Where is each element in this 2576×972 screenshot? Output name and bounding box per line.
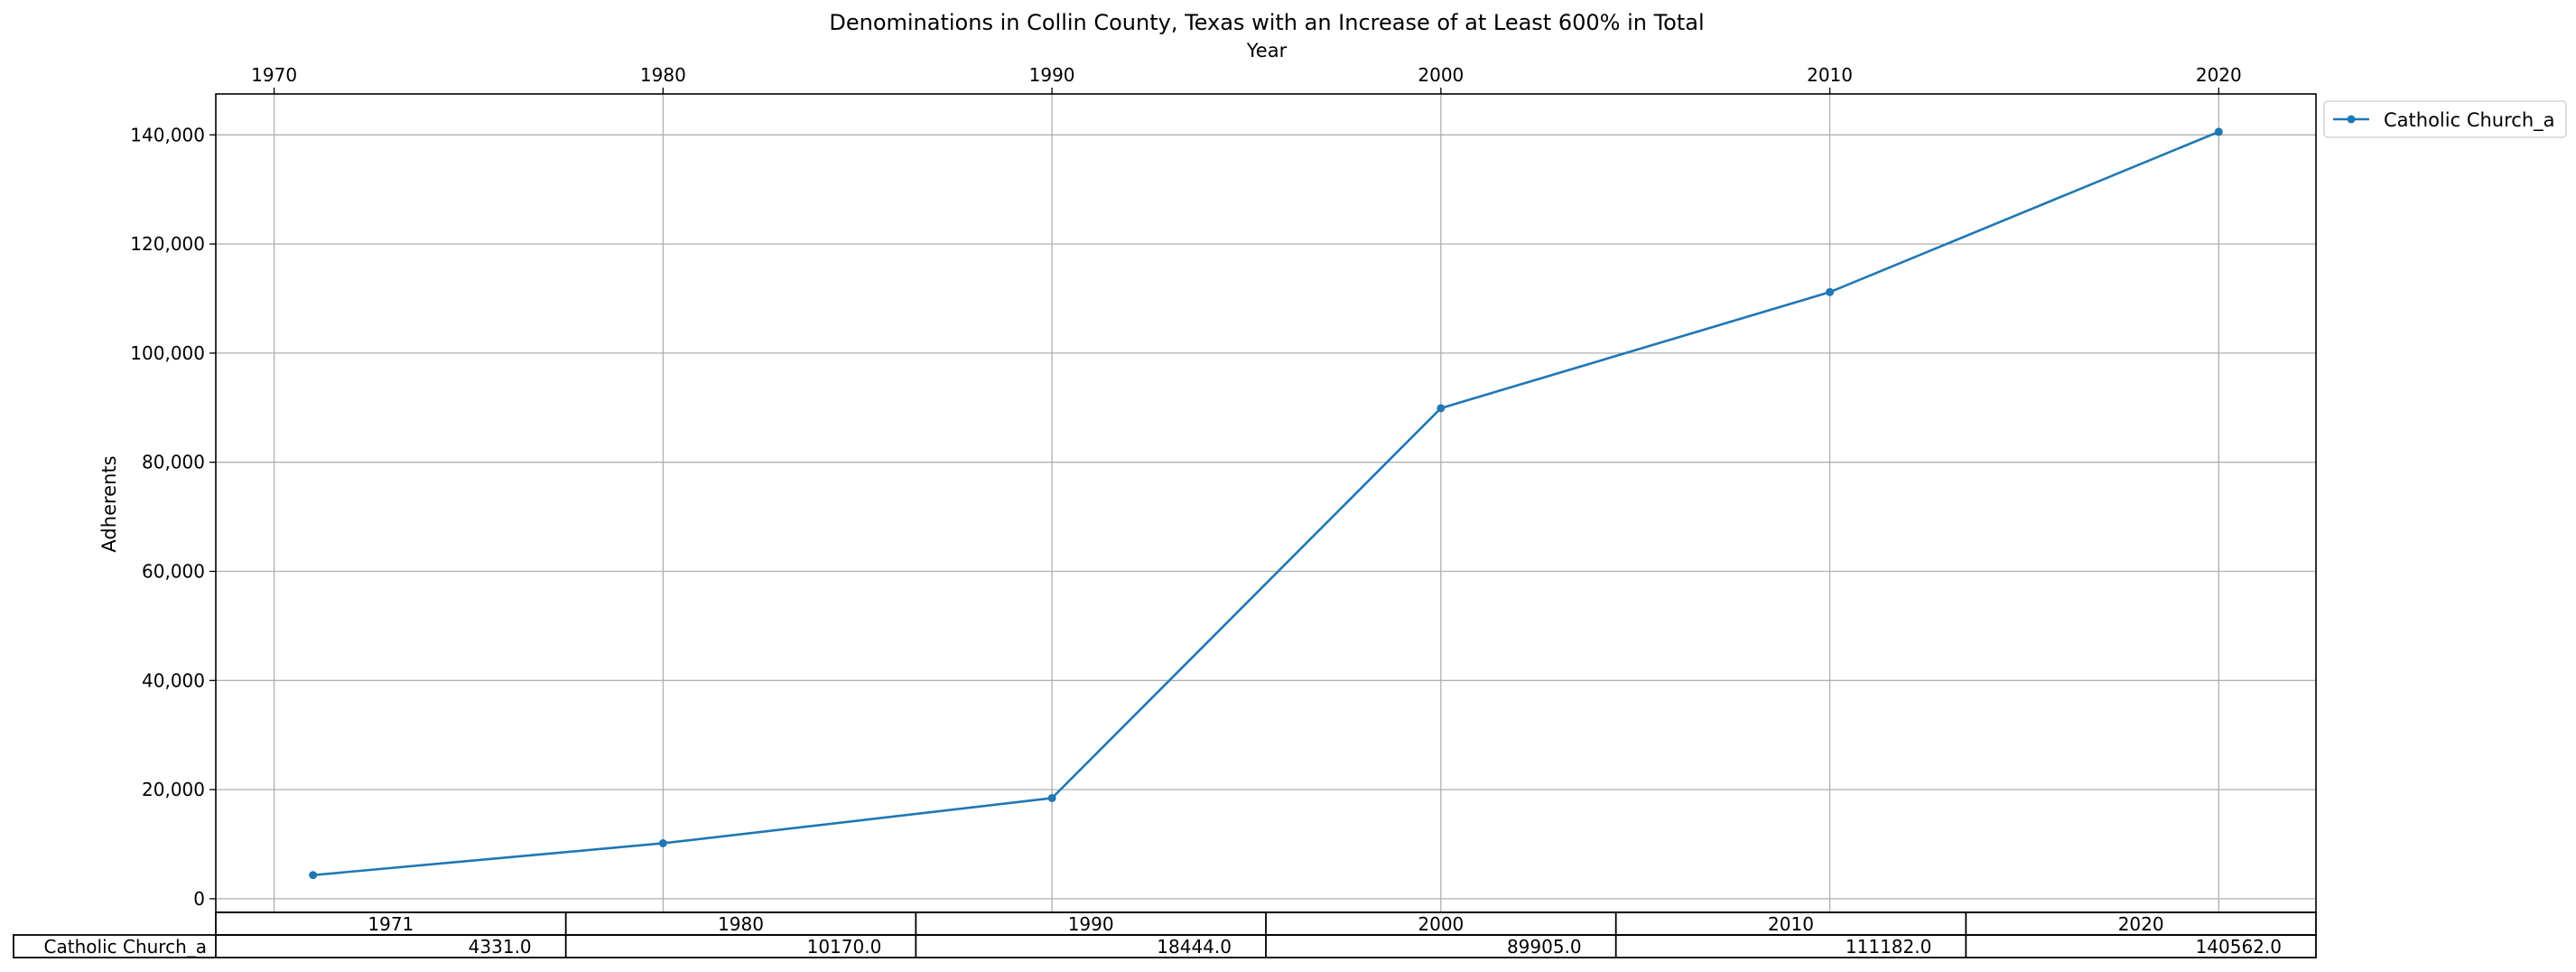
table-data-row [13, 934, 2317, 958]
data-point [658, 838, 667, 847]
y-tick-label: 80,000 [142, 452, 205, 473]
axis-ticks: 1970 1980 1990 2000 2010 2020 0 20,000 40,000 60,… [130, 64, 2241, 910]
series-layer [309, 127, 2223, 880]
y-tick-label: 60,000 [142, 561, 205, 583]
x-tick-label: 1990 [1029, 64, 1075, 86]
y-tick-label: 140,000 [130, 124, 205, 145]
data-point [1047, 793, 1056, 802]
table-cell: 10170.0 [807, 936, 882, 958]
table-cell: 18444.0 [1157, 936, 1232, 958]
data-point [2214, 127, 2223, 136]
series-line [312, 130, 2219, 877]
data-table: 1971 1980 1990 2000 2010 2020 Catholic Church_… [13, 911, 2317, 958]
data-point [309, 871, 318, 880]
table-column-header: 1971 [367, 913, 414, 935]
table-column-header: 2000 [1418, 913, 1464, 935]
y-axis-label: Adherents [98, 455, 120, 552]
table-column-header: 2020 [2118, 913, 2164, 935]
x-tick-label: 1980 [640, 64, 686, 86]
y-tick-label: 100,000 [130, 342, 205, 364]
table-cell: 89905.0 [1507, 936, 1582, 958]
legend-marker [2347, 115, 2356, 124]
table-column-header: 1990 [1068, 913, 1114, 935]
x-tick-label: 2020 [2196, 64, 2242, 86]
y-tick-label: 120,000 [130, 233, 205, 255]
y-tick-label: 20,000 [142, 779, 205, 800]
table-cell: 4331.0 [469, 936, 532, 958]
x-tick-label: 2000 [1418, 64, 1464, 86]
grid [216, 94, 2316, 912]
table-column-header: 2010 [1768, 913, 1814, 935]
table-row-label: Catholic Church_a [44, 936, 207, 958]
data-point [1437, 404, 1446, 413]
x-tick-label: 2010 [1807, 64, 1853, 86]
legend-box [2323, 100, 2567, 138]
table-column-header: 1980 [718, 913, 764, 935]
x-axis-label: Year [1246, 40, 1288, 61]
table-cell: 140562.0 [2196, 936, 2282, 958]
x-tick-label: 1970 [251, 64, 297, 86]
data-point [1826, 287, 1835, 296]
chart-title: Denominations in Collin County, Texas wi… [829, 10, 1704, 35]
y-tick-label: 40,000 [142, 669, 205, 691]
legend: Catholic Church_a [2323, 100, 2567, 138]
table-cell: 111182.0 [1846, 936, 1931, 958]
legend-label: Catholic Church_a [2384, 109, 2555, 132]
y-tick-label: 0 [193, 888, 205, 910]
